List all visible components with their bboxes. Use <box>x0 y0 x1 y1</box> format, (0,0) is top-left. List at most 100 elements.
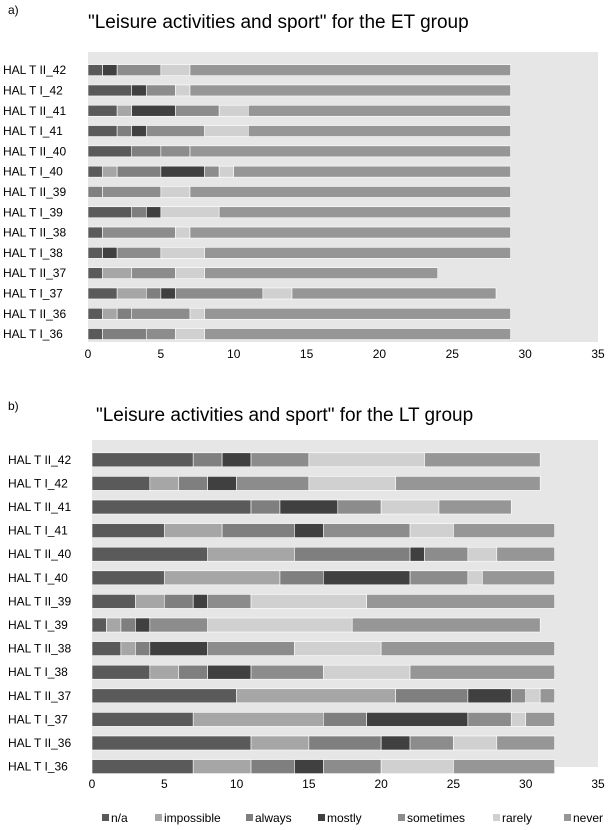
bar-segment-impossible <box>163 523 223 538</box>
category-label: HAL T I_40 <box>3 165 63 179</box>
bar-segment-sometimes <box>160 145 191 158</box>
bar-segment-mostly <box>207 476 237 491</box>
bar-segment-never <box>233 165 511 178</box>
bar-segment-mostly <box>135 617 151 633</box>
bar-segment-sometimes <box>175 104 220 117</box>
bar-segment-na <box>87 84 133 97</box>
category-label: HAL T I_39 <box>3 205 63 219</box>
bar-segment-sometimes <box>409 570 469 586</box>
bar-segment-rarely <box>189 307 205 320</box>
category-label: HAL T I_40 <box>8 571 68 585</box>
bar-segment-impossible <box>116 104 133 117</box>
bar-segment-mostly <box>221 452 252 468</box>
category-label: HAL T II_38 <box>8 642 71 656</box>
bar-segment-always <box>131 206 147 219</box>
bar-segment-rarely <box>409 523 454 538</box>
legend-label: always <box>255 811 292 825</box>
bar-segment-na <box>87 267 103 279</box>
x-tick-label: 25 <box>446 347 460 361</box>
bar-segment-sometimes <box>102 226 176 239</box>
bar-segment-na <box>91 546 208 562</box>
bar-segment-never <box>453 523 555 538</box>
x-tick-label: 10 <box>230 777 244 791</box>
bar-segment-mostly <box>467 688 512 704</box>
bar-segment-mostly <box>160 287 176 300</box>
x-tick-label: 30 <box>519 777 533 791</box>
bar-segment-rarely <box>160 186 191 198</box>
bar-segment-mostly <box>102 64 118 76</box>
x-tick-label: 5 <box>161 777 168 791</box>
bar-segment-impossible <box>207 546 295 562</box>
bar-segment-always <box>116 307 133 320</box>
bar-segment-sometimes <box>145 328 176 340</box>
bar-segment-always <box>116 165 162 178</box>
bar-segment-always <box>120 617 136 633</box>
legend-label: rarely <box>502 811 532 825</box>
bar-segment-na <box>91 570 165 586</box>
bar-segment-sometimes <box>323 523 411 538</box>
bar-segment-never <box>482 570 555 586</box>
bar-segment-na <box>91 523 165 538</box>
bar-segment-impossible <box>149 664 180 680</box>
bar-segment-na <box>91 735 252 751</box>
bar-segment-impossible <box>163 570 281 586</box>
bar-segment-rarely <box>525 688 541 704</box>
bar-segment-always <box>250 499 281 515</box>
bar-segment-impossible <box>135 594 165 609</box>
bar-segment-sometimes <box>207 641 295 656</box>
bar-segment-na <box>87 125 118 137</box>
bar-segment-sometimes <box>207 594 252 609</box>
legend-label: n/a <box>111 811 128 825</box>
bar-segment-rarely <box>453 735 498 751</box>
bar-segment-impossible <box>250 735 310 751</box>
category-label: HAL T II_41 <box>3 104 66 118</box>
panel-label: b) <box>8 399 19 413</box>
bar-segment-mostly <box>145 206 162 219</box>
bar-segment-na <box>91 617 107 633</box>
bar-segment-rarely <box>467 546 498 562</box>
x-tick-label: 15 <box>300 347 314 361</box>
legend-label: mostly <box>327 811 362 825</box>
bar-segment-never <box>204 267 439 279</box>
category-label: HAL T II_42 <box>8 453 71 467</box>
category-label: HAL T I_37 <box>3 286 63 300</box>
bar-segment-never <box>496 735 555 751</box>
panel-label: a) <box>8 3 19 17</box>
legend-swatch <box>564 814 571 821</box>
bar-segment-rarely <box>204 125 249 137</box>
x-tick-label: 5 <box>158 347 165 361</box>
bar-segment-never <box>247 104 511 117</box>
bar-segment-never <box>453 759 555 774</box>
bar-segment-rarely <box>218 165 235 178</box>
bar-segment-sometimes <box>116 64 162 76</box>
legend-label: impossible <box>164 811 221 825</box>
category-label: HAL T II_36 <box>3 307 66 321</box>
bar-segment-always <box>131 145 162 158</box>
bar-segment-na <box>91 476 151 491</box>
bar-segment-rarely <box>262 287 293 300</box>
bar-segment-never <box>189 64 511 76</box>
x-tick-label: 20 <box>373 347 387 361</box>
bar-segment-sometimes <box>323 759 382 774</box>
bar-segment-rarely <box>160 247 205 259</box>
bar-segment-impossible <box>106 617 122 633</box>
legend-swatch <box>318 814 325 821</box>
category-label: HAL T II_40 <box>8 547 71 561</box>
legend-swatch <box>246 814 253 821</box>
category-label: HAL T I_39 <box>8 618 68 632</box>
bar-segment-never <box>204 247 511 259</box>
chart-panel-b: b) "Leisure activities and sport" for the… <box>8 399 605 791</box>
bar-segment-na <box>87 226 103 239</box>
bar-segment-always <box>87 186 103 198</box>
bar-segment-rarely <box>250 594 367 609</box>
bar-segment-never <box>189 145 511 158</box>
bar-segment-na <box>87 64 103 76</box>
legend-label: never <box>573 811 603 825</box>
bar-segment-always <box>323 712 367 727</box>
x-tick-label: 30 <box>518 347 532 361</box>
bar-segment-na <box>91 688 237 704</box>
bar-segment-mostly <box>380 735 411 751</box>
category-label: HAL T II_40 <box>3 144 66 158</box>
bar-segment-impossible <box>102 307 118 320</box>
